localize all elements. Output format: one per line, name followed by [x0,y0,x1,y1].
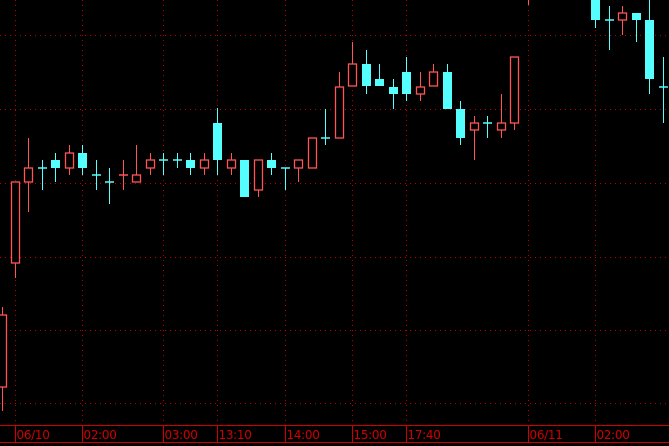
candle-down [267,153,276,175]
candle-down [483,116,492,138]
candle-up [23,138,34,212]
candle-down [159,153,168,175]
candle-body [131,174,142,183]
candle-down [362,50,371,94]
candle-body [293,159,304,169]
candle-up [617,6,628,35]
candle-down [38,160,47,190]
candle-down [659,57,668,123]
candle-up [307,137,318,169]
candle-up [10,181,21,278]
candle-down [240,160,249,197]
candle-down [213,108,222,175]
candle-body [23,167,34,183]
candle-up [428,64,439,87]
candle-up [199,153,210,175]
candle-down [105,168,114,204]
candle-body [389,87,398,94]
candle-body [456,109,465,138]
x-tick-label: 06/11 [529,428,563,442]
candle-up [119,160,128,190]
candle-body [469,122,480,131]
candle-up [226,153,237,175]
candle-body [632,13,641,20]
x-tick-label: 02:00 [596,428,630,442]
candle-up [293,159,304,182]
x-tick-label: 13:10 [218,428,252,442]
candle-down [51,153,60,182]
candle-down [456,101,465,145]
candle-up [253,159,264,197]
candle-down [173,153,182,168]
candle-down [321,109,330,145]
candle-body [443,72,452,109]
candle-down [92,160,101,190]
candle-body [64,152,75,169]
candle-body [51,160,60,168]
candle-body [240,160,249,197]
candle-down [186,153,195,175]
candle-down [645,0,654,94]
candles [0,0,668,411]
candle-body [415,86,426,95]
candle-body [496,122,507,131]
candle-up [0,307,8,411]
candle-body [213,123,222,160]
candle-body [362,64,371,86]
x-tick-label: 03:00 [164,428,198,442]
candle-body [267,160,276,168]
candle-body [334,86,345,139]
candle-up [347,42,358,87]
candle-down [78,145,87,175]
candle-down [591,0,600,28]
candle-up [334,72,345,139]
candle-up [131,145,142,183]
candle-up [528,0,529,5]
x-axis-ticks [15,425,596,442]
candle-up [496,94,507,138]
candle-down [281,167,290,190]
x-tick-label: 15:00 [353,428,387,442]
x-tick-label: 14:00 [286,428,320,442]
candle-down [402,57,411,101]
candle-body [307,137,318,169]
candle-body [145,159,156,169]
candle-up [64,145,75,175]
candle-down [632,13,641,42]
candle-up [145,153,156,175]
candle-down [605,6,614,50]
grid [0,0,669,425]
candle-down [375,64,384,86]
candle-body [402,72,411,94]
candle-body [347,63,358,87]
candle-body [428,71,439,87]
candle-body [645,20,654,79]
candle-body [0,314,8,388]
x-tick-label: 17:40 [407,428,441,442]
candle-up [509,56,520,130]
candle-body [226,159,237,169]
candle-body [10,181,21,264]
candle-body [617,12,628,21]
candle-body [591,0,600,20]
candle-body [375,79,384,86]
candle-body [509,56,520,124]
candle-down [389,79,398,109]
candle-down [443,64,452,109]
candle-up [469,116,480,160]
candle-body [199,159,210,169]
candle-body [186,160,195,168]
candle-up [415,72,426,101]
x-tick-label: 02:00 [83,428,117,442]
x-tick-label: 06/10 [16,428,50,442]
candle-body [253,159,264,191]
candle-body [78,153,87,168]
